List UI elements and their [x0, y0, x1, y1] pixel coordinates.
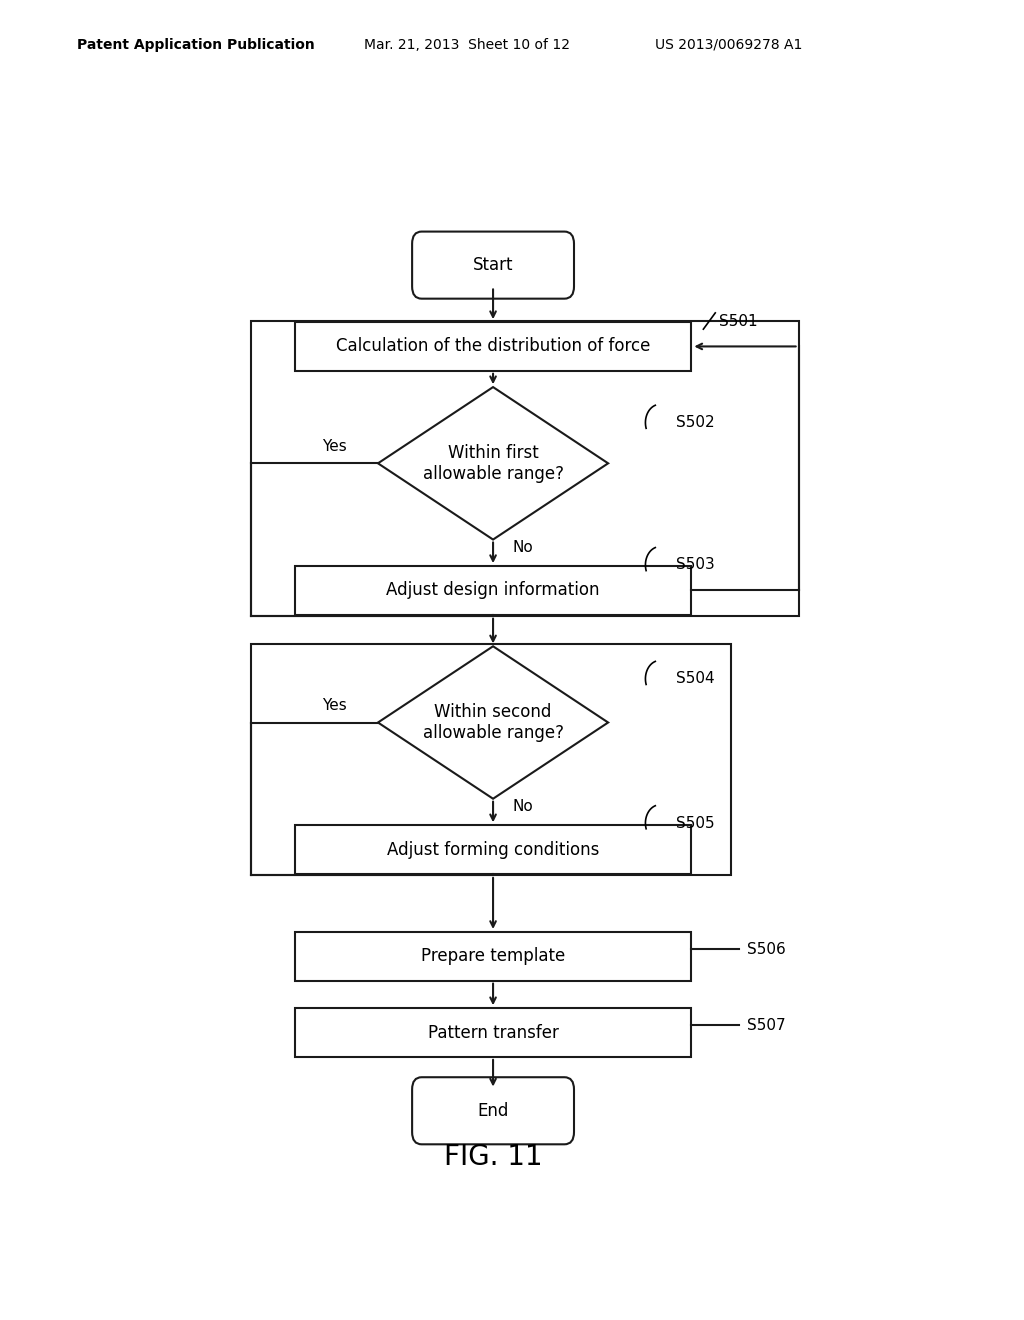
Text: Pattern transfer: Pattern transfer: [428, 1023, 558, 1041]
Bar: [295, 825, 691, 874]
Text: S503: S503: [676, 557, 715, 573]
Text: Within second
allowable range?: Within second allowable range?: [423, 704, 563, 742]
Text: End: End: [477, 1102, 509, 1119]
Text: S501: S501: [719, 314, 758, 329]
Text: S502: S502: [676, 416, 714, 430]
Text: S507: S507: [748, 1018, 785, 1032]
Text: No: No: [513, 799, 534, 814]
Text: Mar. 21, 2013  Sheet 10 of 12: Mar. 21, 2013 Sheet 10 of 12: [364, 38, 569, 51]
Text: S505: S505: [676, 816, 714, 830]
FancyBboxPatch shape: [412, 1077, 574, 1144]
Bar: [295, 322, 691, 371]
Bar: [295, 932, 691, 981]
Text: Calculation of the distribution of force: Calculation of the distribution of force: [336, 338, 650, 355]
Text: Prepare template: Prepare template: [421, 948, 565, 965]
Text: Start: Start: [473, 256, 513, 275]
Text: US 2013/0069278 A1: US 2013/0069278 A1: [655, 38, 803, 51]
FancyBboxPatch shape: [412, 231, 574, 298]
Text: S506: S506: [748, 941, 785, 957]
Text: Within first
allowable range?: Within first allowable range?: [423, 444, 563, 483]
Text: No: No: [513, 540, 534, 554]
Polygon shape: [378, 647, 608, 799]
Bar: [251, 644, 731, 875]
Bar: [295, 566, 691, 615]
Bar: [295, 1008, 691, 1057]
Text: Patent Application Publication: Patent Application Publication: [77, 38, 314, 51]
Polygon shape: [378, 387, 608, 540]
Text: Yes: Yes: [323, 698, 347, 713]
Text: FIG. 11: FIG. 11: [443, 1143, 543, 1171]
Text: Adjust design information: Adjust design information: [386, 581, 600, 599]
Text: Yes: Yes: [323, 440, 347, 454]
Bar: [251, 321, 799, 615]
Text: S504: S504: [676, 672, 714, 686]
Text: Adjust forming conditions: Adjust forming conditions: [387, 841, 599, 858]
